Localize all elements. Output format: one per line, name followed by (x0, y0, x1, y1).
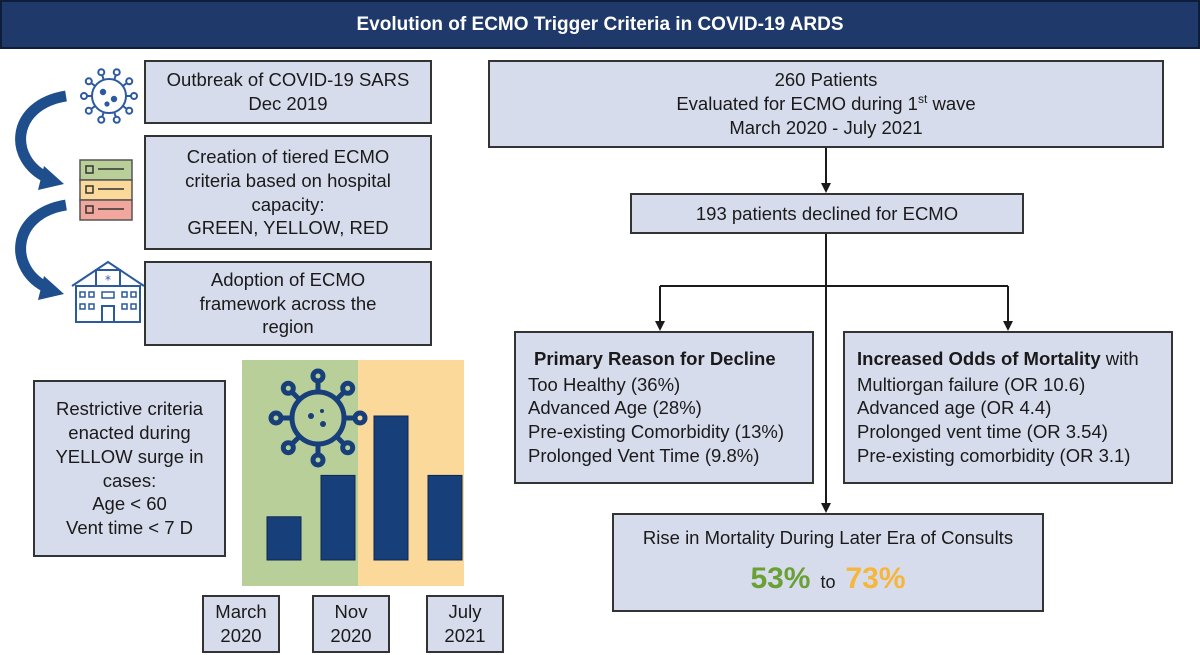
virus-spike-knob (268, 410, 284, 426)
primary-reason-header: Primary Reason for Decline (534, 348, 776, 369)
odds-item: Pre-existing comorbidity (OR 3.1) (857, 444, 1131, 466)
hospital-icon: * (71, 260, 145, 323)
patients-subtitle-text: wave (927, 93, 976, 115)
virus-spike-knob (84, 106, 93, 115)
date-label-line: July (448, 601, 482, 623)
reason-item: Prolonged Vent Time (9.8%) (528, 444, 760, 466)
reason-item: Too Healthy (36%) (528, 373, 681, 395)
virus-spike-knob (97, 115, 106, 124)
date-label-nov-2020: Nov 2020 (312, 595, 390, 653)
date-label-line: Nov (334, 601, 368, 623)
virus-spike-knob (310, 368, 326, 384)
page-title: Evolution of ECMO Trigger Criteria in CO… (0, 0, 1200, 49)
criteria-line: Vent time < 7 D (66, 516, 193, 538)
virus-spike-knob (130, 92, 138, 100)
surge-bar (373, 415, 409, 561)
odds-mortality-box: Increased Odds of Mortality with Multior… (843, 331, 1173, 484)
ordinal-suffix: st (917, 92, 928, 107)
virus-spike-knob (310, 452, 326, 468)
restrictive-criteria-box: Restrictive criteria enacted during YELL… (33, 380, 226, 557)
mortality-to-value: 73% (845, 562, 906, 596)
virus-spike-knob (125, 106, 134, 115)
criteria-line: Age < 60 (92, 493, 167, 515)
patients-subtitle: Evaluated for ECMO during 1st wave (676, 92, 975, 116)
timeline-line: Adoption of ECMO (210, 268, 366, 290)
virus-spike-knob (280, 440, 296, 456)
timeline-line: GREEN, YELLOW, RED (187, 217, 389, 239)
timeline-line: Dec 2019 (248, 93, 328, 114)
criteria-line: cases: (102, 469, 157, 491)
surge-bar (427, 474, 463, 561)
virus-spike-knob (280, 380, 296, 396)
chart-virus-icon (268, 368, 368, 468)
virus-spike-knob (97, 68, 106, 77)
virus-spike-knob (125, 77, 134, 86)
odds-header-bold: Increased Odds of Mortality (857, 348, 1101, 369)
curved-arrow-1 (15, 90, 68, 190)
flow-connectors (655, 148, 1013, 513)
surge-bar (266, 516, 302, 561)
criteria-line: enacted during (68, 422, 191, 444)
timeline-line: region (262, 316, 314, 338)
reason-item: Pre-existing Comorbidity (13%) (528, 421, 785, 443)
patients-subtitle-text: Evaluated for ECMO during 1 (676, 93, 918, 115)
date-label-july-2021: July 2021 (426, 595, 504, 653)
criteria-line: Restrictive criteria (56, 398, 203, 420)
mortality-from-value: 53% (750, 562, 811, 596)
virus-spike-knob (340, 380, 356, 396)
virus-spike-knob (84, 77, 93, 86)
criteria-line: YELLOW surge in (55, 445, 204, 467)
patients-box: 260 Patients Evaluated for ECMO during 1… (488, 60, 1164, 148)
date-label-march-2020: March 2020 (202, 595, 280, 653)
timeline-line: framework across the (199, 292, 377, 314)
timeline-box-adoption: Adoption of ECMO framework across the re… (144, 261, 432, 346)
reason-item: Advanced Age (28%) (528, 397, 702, 419)
patients-title: 260 Patients (774, 69, 878, 91)
odds-header: Increased Odds of Mortality with (857, 347, 1159, 371)
curved-arrow-2 (15, 199, 68, 300)
odds-item: Advanced age (OR 4.4) (857, 397, 1052, 419)
odds-item: Multiorgan failure (OR 10.6) (857, 373, 1086, 395)
odds-header-rest: with (1100, 348, 1139, 369)
virus-spike-knob (80, 92, 88, 100)
timeline-line: criteria based on hospital (185, 169, 391, 191)
surge-bar (320, 474, 356, 561)
checklist-icon (79, 159, 133, 221)
timeline-line: Outbreak of COVID-19 SARS (166, 69, 410, 91)
virus-spike-knob (340, 440, 356, 456)
surge-chart (242, 360, 464, 586)
patients-date-range: March 2020 - July 2021 (729, 116, 923, 138)
mortality-title: Rise in Mortality During Later Era of Co… (642, 527, 1014, 549)
timeline-box-outbreak: Outbreak of COVID-19 SARS Dec 2019 (144, 60, 432, 124)
timeline-box-criteria: Creation of tiered ECMO criteria based o… (144, 135, 432, 250)
date-label-line: March (215, 601, 267, 623)
date-label-line: 2021 (444, 625, 486, 646)
mortality-to-word: to (820, 572, 836, 593)
mortality-box: Rise in Mortality During Later Era of Co… (612, 513, 1044, 612)
declined-box: 193 patients declined for ECMO (630, 193, 1024, 234)
timeline-line: capacity: (251, 193, 325, 215)
timeline-line: Creation of tiered ECMO (186, 146, 390, 168)
date-label-line: 2020 (220, 625, 262, 646)
virus-spike-knob (352, 410, 368, 426)
odds-item: Prolonged vent time (OR 3.54) (857, 421, 1108, 443)
virus-icon (80, 68, 138, 124)
date-label-line: 2020 (330, 625, 372, 646)
svg-text:*: * (105, 273, 111, 287)
virus-spike-knob (112, 68, 121, 77)
virus-spike-knob (112, 115, 121, 124)
mortality-values: 53% to 73% (750, 560, 905, 598)
primary-reason-box: Primary Reason for Decline Too Healthy (… (514, 331, 814, 484)
